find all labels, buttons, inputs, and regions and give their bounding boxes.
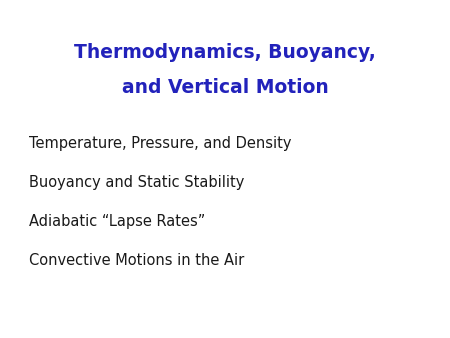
- Text: Temperature, Pressure, and Density: Temperature, Pressure, and Density: [29, 136, 292, 151]
- Text: Thermodynamics, Buoyancy,: Thermodynamics, Buoyancy,: [74, 43, 376, 62]
- Text: Buoyancy and Static Stability: Buoyancy and Static Stability: [29, 175, 245, 190]
- Text: Adiabatic “Lapse Rates”: Adiabatic “Lapse Rates”: [29, 214, 206, 229]
- Text: and Vertical Motion: and Vertical Motion: [122, 78, 328, 97]
- Text: Convective Motions in the Air: Convective Motions in the Air: [29, 253, 244, 268]
